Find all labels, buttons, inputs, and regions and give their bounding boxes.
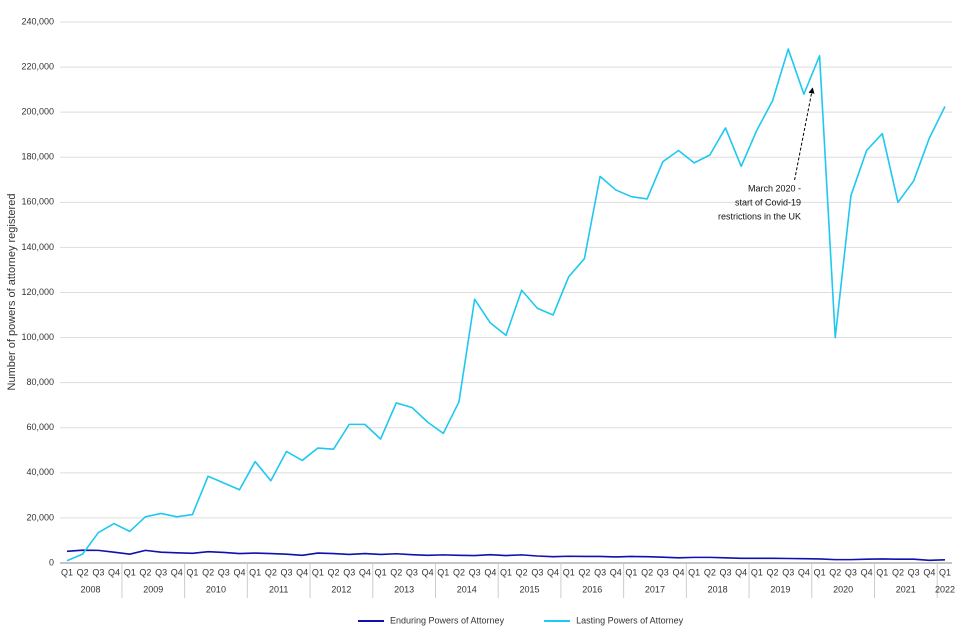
x-tick-label: Q1 (437, 567, 449, 577)
year-label: 2019 (770, 584, 790, 594)
series-line (66, 48, 946, 562)
x-tick-label: Q1 (124, 567, 136, 577)
x-tick-label: Q1 (751, 567, 763, 577)
x-tick-label: Q4 (296, 567, 308, 577)
year-label: 2009 (143, 584, 163, 594)
x-tick-label: Q3 (782, 567, 794, 577)
y-tick-label: 20,000 (26, 512, 54, 522)
x-tick-label: Q4 (923, 567, 935, 577)
x-tick-label: Q2 (641, 567, 653, 577)
year-label: 2014 (457, 584, 477, 594)
year-label: 2020 (833, 584, 853, 594)
year-label: 2008 (81, 584, 101, 594)
x-tick-label: Q2 (390, 567, 402, 577)
x-tick-label: Q2 (892, 567, 904, 577)
x-tick-label: Q1 (312, 567, 324, 577)
x-tick-label: Q3 (531, 567, 543, 577)
y-tick-label: 240,000 (21, 16, 54, 26)
x-tick-label: Q1 (688, 567, 700, 577)
y-tick-label: 160,000 (21, 197, 54, 207)
y-axis-label: Number of powers of attorney registered (6, 194, 18, 391)
x-tick-label: Q3 (343, 567, 355, 577)
y-tick-label: 220,000 (21, 61, 54, 71)
x-tick-label: Q1 (61, 567, 73, 577)
x-tick-label: Q1 (876, 567, 888, 577)
x-tick-label: Q1 (500, 567, 512, 577)
x-tick-label: Q3 (155, 567, 167, 577)
year-label: 2016 (582, 584, 602, 594)
annotation-text: restrictions in the UK (718, 211, 801, 221)
x-tick-label: Q1 (186, 567, 198, 577)
x-tick-label: Q2 (767, 567, 779, 577)
x-tick-label: Q2 (139, 567, 151, 577)
y-tick-label: 200,000 (21, 107, 54, 117)
x-tick-label: Q2 (265, 567, 277, 577)
x-tick-label: Q4 (422, 567, 434, 577)
x-tick-label: Q3 (469, 567, 481, 577)
y-tick-label: 80,000 (26, 377, 54, 387)
x-tick-label: Q4 (359, 567, 371, 577)
x-tick-label: Q4 (171, 567, 183, 577)
x-tick-label: Q3 (908, 567, 920, 577)
x-tick-label: Q1 (375, 567, 387, 577)
x-tick-label: Q3 (845, 567, 857, 577)
annotation-arrow (794, 87, 815, 181)
y-tick-label: 140,000 (21, 242, 54, 252)
x-tick-label: Q3 (218, 567, 230, 577)
x-tick-label: Q2 (829, 567, 841, 577)
x-tick-label: Q4 (108, 567, 120, 577)
x-tick-label: Q4 (610, 567, 622, 577)
year-label: 2017 (645, 584, 665, 594)
year-label: 2011 (269, 584, 288, 594)
x-tick-label: Q2 (516, 567, 528, 577)
x-tick-label: Q1 (625, 567, 637, 577)
x-tick-label: Q4 (735, 567, 747, 577)
x-tick-label: Q3 (280, 567, 292, 577)
year-label: 2018 (708, 584, 728, 594)
year-label: 2010 (206, 584, 226, 594)
year-label: 2015 (520, 584, 540, 594)
x-tick-label: Q4 (484, 567, 496, 577)
series-line (66, 549, 946, 562)
y-tick-label: 100,000 (21, 332, 54, 342)
y-tick-label: 120,000 (21, 287, 54, 297)
x-tick-label: Q2 (453, 567, 465, 577)
year-label: 2013 (394, 584, 414, 594)
x-tick-label: Q4 (233, 567, 245, 577)
x-tick-label: Q4 (861, 567, 873, 577)
x-tick-label: Q3 (719, 567, 731, 577)
x-tick-label: Q1 (563, 567, 575, 577)
y-tick-label: 0 (49, 557, 54, 567)
x-tick-label: Q1 (249, 567, 261, 577)
x-tick-label: Q3 (406, 567, 418, 577)
x-tick-label: Q4 (798, 567, 810, 577)
x-tick-label: Q2 (202, 567, 214, 577)
x-tick-label: Q3 (594, 567, 606, 577)
legend-label: Enduring Powers of Attorney (390, 615, 505, 625)
year-label: 2021 (896, 584, 916, 594)
year-label: 2012 (331, 584, 351, 594)
x-tick-label: Q4 (672, 567, 684, 577)
x-tick-label: Q4 (547, 567, 559, 577)
x-tick-label: Q1 (939, 567, 951, 577)
y-tick-label: 180,000 (21, 152, 54, 162)
year-label: 2022 (935, 584, 955, 594)
x-tick-label: Q2 (77, 567, 89, 577)
x-tick-label: Q2 (328, 567, 340, 577)
x-tick-label: Q2 (578, 567, 590, 577)
annotation-text: March 2020 - (748, 183, 801, 193)
x-tick-label: Q3 (657, 567, 669, 577)
x-tick-label: Q1 (814, 567, 826, 577)
x-tick-label: Q2 (704, 567, 716, 577)
y-tick-label: 60,000 (26, 422, 54, 432)
legend-label: Lasting Powers of Attorney (576, 615, 684, 625)
x-tick-label: Q3 (92, 567, 104, 577)
annotation-text: start of Covid-19 (735, 197, 801, 207)
y-tick-label: 40,000 (26, 467, 54, 477)
